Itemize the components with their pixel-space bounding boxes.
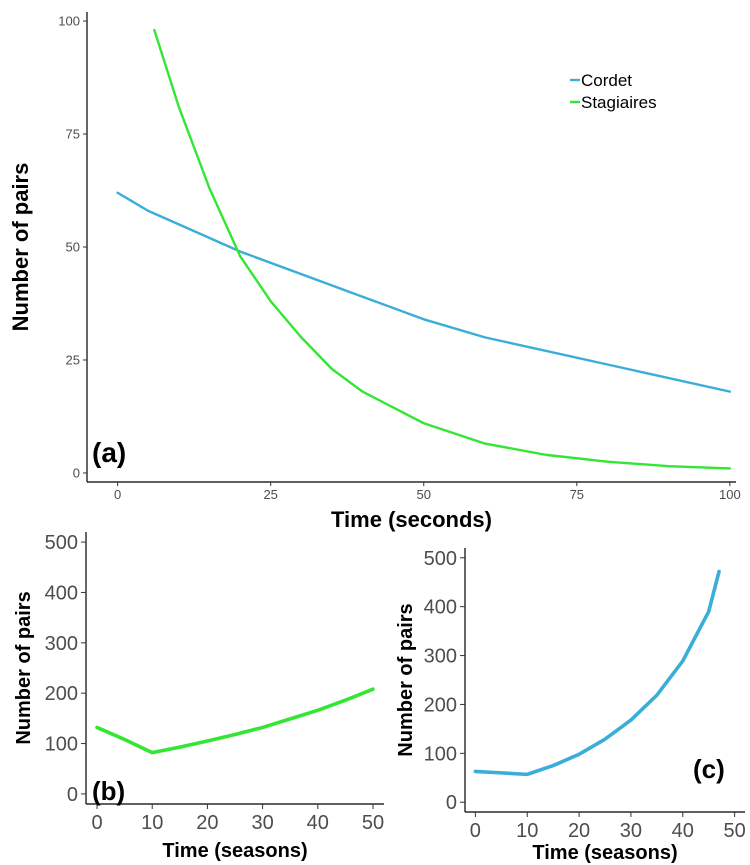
x-tick-label: 50 bbox=[724, 820, 746, 842]
series-line-stagiaires bbox=[153, 28, 732, 470]
x-tick-label: 30 bbox=[251, 812, 273, 834]
y-tick-label: 300 bbox=[424, 646, 457, 668]
y-tick-label: 50 bbox=[66, 240, 80, 255]
y-tick-label: 400 bbox=[45, 582, 78, 604]
series-line-cordet bbox=[116, 191, 732, 393]
x-tick-label: 30 bbox=[620, 820, 642, 842]
legend-label: Cordet bbox=[581, 71, 632, 90]
panel-label: (c) bbox=[693, 754, 725, 784]
y-tick-label: 100 bbox=[58, 14, 80, 29]
x-axis-title: Time (seasons) bbox=[532, 842, 677, 864]
y-axis-title: Number of pairs bbox=[8, 163, 33, 332]
y-tick-label: 300 bbox=[45, 633, 78, 655]
y-tick-label: 25 bbox=[66, 353, 80, 368]
legend-label: Stagiaires bbox=[581, 93, 657, 112]
y-tick-label: 500 bbox=[45, 532, 78, 554]
x-tick-label: 10 bbox=[516, 820, 538, 842]
x-tick-label: 10 bbox=[141, 812, 163, 834]
x-tick-label: 0 bbox=[470, 820, 481, 842]
chart-panel-1: 0 25 50 75 100 0 25 50 75 100 Time (seconds) Number… bbox=[8, 12, 741, 532]
x-tick-label: 50 bbox=[417, 487, 431, 502]
x-tick-label: 40 bbox=[307, 812, 329, 834]
series-line-panel-2 bbox=[95, 687, 375, 755]
x-axis-title: Time (seasons) bbox=[162, 840, 307, 862]
x-tick-label: 20 bbox=[196, 812, 218, 834]
x-tick-label: 100 bbox=[719, 487, 741, 502]
x-tick-label: 20 bbox=[568, 820, 590, 842]
y-tick-label: 100 bbox=[424, 743, 457, 765]
x-tick-label: 50 bbox=[362, 812, 384, 834]
y-tick-label: 100 bbox=[45, 734, 78, 756]
y-tick-label: 0 bbox=[73, 466, 80, 481]
y-tick-label: 500 bbox=[424, 548, 457, 570]
x-tick-label: 40 bbox=[672, 820, 694, 842]
y-tick-label: 0 bbox=[67, 784, 78, 806]
y-tick-label: 0 bbox=[446, 792, 457, 814]
x-tick-label: 0 bbox=[91, 812, 102, 834]
y-tick-label: 75 bbox=[66, 127, 80, 142]
panel-label: (a) bbox=[92, 437, 126, 468]
x-tick-label: 0 bbox=[114, 487, 121, 502]
y-tick-label: 400 bbox=[424, 597, 457, 619]
panel-label: (b) bbox=[92, 776, 125, 806]
x-tick-label: 75 bbox=[570, 487, 584, 502]
legend: Cordet Stagiaires bbox=[570, 71, 657, 112]
y-axis-title: Number of pairs bbox=[395, 603, 417, 756]
y-tick-label: 200 bbox=[45, 683, 78, 705]
x-axis-title: Time (seconds) bbox=[331, 507, 492, 532]
series-line-panel-3 bbox=[473, 569, 721, 777]
x-tick-label: 25 bbox=[263, 487, 277, 502]
y-tick-label: 200 bbox=[424, 694, 457, 716]
y-axis-title: Number of pairs bbox=[13, 591, 35, 744]
